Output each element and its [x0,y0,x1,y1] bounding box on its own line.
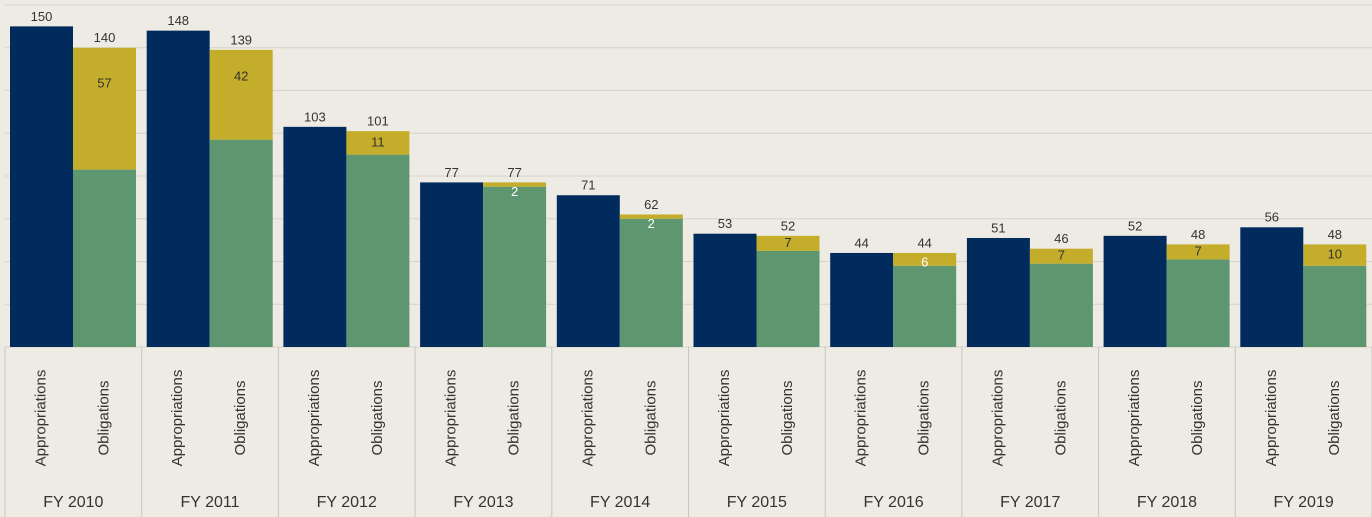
bar-label: Appropriations [853,370,870,467]
obligations-segment [893,265,957,347]
bar-label: Appropriations [32,370,49,467]
appropriations-bar [283,126,347,348]
appropriations-bar [146,30,210,348]
bar-label: Appropriations [306,370,323,467]
obligations-segment [756,250,820,347]
bar-label: Appropriations [1263,370,1280,467]
bar-label: Appropriations [579,370,596,467]
bar-label: Obligations [95,380,112,455]
value-label: 52 [1128,218,1142,233]
value-label: 103 [304,109,326,124]
bar-label: Obligations [1052,380,1069,455]
appropriations-bar [420,182,484,347]
value-label: 150 [31,9,53,24]
total-label: 52 [781,218,795,233]
value-label: 77 [444,165,458,180]
obligations-segment [893,252,957,266]
bar-label: Obligations [506,380,523,455]
total-label: 46 [1054,231,1068,246]
x-tick-label: FY 2018 [1137,494,1197,511]
obligations-segment [619,214,683,219]
x-tick-label: FY 2010 [43,494,103,511]
bar-label: Obligations [1326,380,1343,455]
x-tick-label: FY 2011 [181,494,240,511]
obligations-segment [1029,248,1093,264]
obligations-segment [209,49,273,140]
value-label: 148 [167,13,189,28]
total-label: 140 [94,30,116,45]
appropriations-bar [556,195,620,347]
obligations-segment [483,182,547,187]
obligations-segment [619,218,683,347]
x-tick-label: FY 2019 [1274,494,1334,511]
x-tick-label: FY 2012 [317,494,377,511]
value-label: 53 [718,216,732,231]
obligations-segment [1029,263,1093,347]
bar-label: Obligations [232,380,249,455]
total-label: 101 [367,114,389,129]
segment-label: 2 [511,184,518,199]
segment-label: 7 [784,235,791,250]
value-label: 51 [991,220,1005,235]
bar-label: Appropriations [716,370,733,467]
obligations-segment [1303,265,1367,347]
x-tick-label: FY 2017 [1000,494,1060,511]
total-label: 44 [917,235,931,250]
x-tick-label: FY 2013 [453,494,513,511]
segment-label: 11 [371,134,385,149]
bar-label: Obligations [642,380,659,455]
obligations-segment [346,131,410,155]
appropriations-bar [1103,235,1167,347]
obligations-segment [1166,259,1230,347]
segment-label: 7 [1194,243,1201,258]
appropriations-bar [1240,227,1304,347]
segment-label: 10 [1328,247,1342,262]
segment-label: 57 [97,76,111,91]
obligations-segment [1166,244,1230,260]
value-label: 44 [854,235,868,250]
appropriations-bar [966,237,1030,347]
obligations-segment [346,154,410,347]
bar-label: Obligations [779,380,796,455]
total-label: 62 [644,197,658,212]
appropriations-bar [693,233,757,347]
bar-label: Appropriations [169,370,186,467]
segment-label: 7 [1058,248,1065,263]
appropriations-bar [10,26,73,347]
x-tick-label: FY 2015 [727,494,787,511]
obligations-segment [209,139,273,347]
obligations-segment [1303,244,1367,266]
total-label: 48 [1328,227,1342,242]
segment-label: 42 [234,68,248,83]
obligations-segment [483,186,547,347]
obligations-segment [756,235,820,251]
value-label: 56 [1265,210,1279,225]
bar-label: Appropriations [443,370,460,467]
total-label: 139 [230,32,252,47]
bar-label: Obligations [369,380,386,455]
bar-label: Obligations [1189,380,1206,455]
x-tick-label: FY 2014 [590,494,650,511]
segment-label: 2 [648,216,655,231]
bar-label: Appropriations [1126,370,1143,467]
bar-label: Obligations [916,380,933,455]
appropriations-bar [830,252,894,347]
obligations-segment [73,47,136,170]
value-label: 71 [581,178,595,193]
x-tick-label: FY 2016 [863,494,923,511]
segment-label: 6 [921,254,928,269]
total-label: 77 [507,165,521,180]
total-label: 48 [1191,227,1205,242]
obligations-segment [73,169,136,347]
bar-label: Appropriations [989,370,1006,467]
